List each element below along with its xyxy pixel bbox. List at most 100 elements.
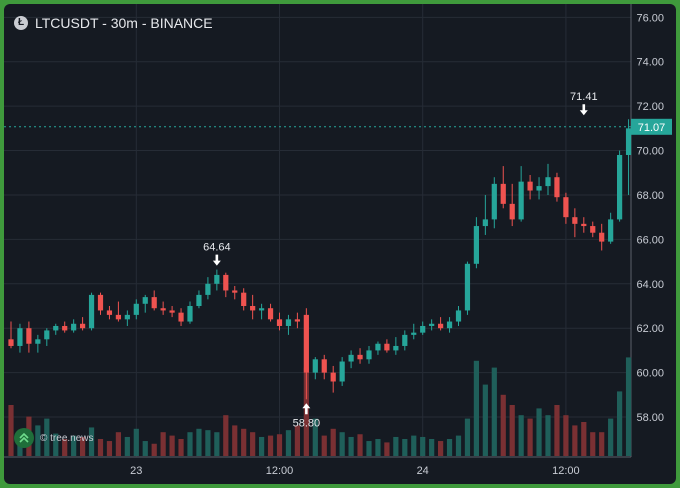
candle-body [294, 319, 300, 322]
candle-body [178, 312, 184, 322]
volume-bar [17, 441, 23, 456]
current-price-tag [631, 118, 672, 135]
volume-bar [142, 441, 148, 456]
candle-body [205, 283, 211, 295]
candle-body [348, 354, 354, 362]
candle-body [491, 183, 497, 220]
volume-bar [608, 418, 614, 456]
chart-frame: 58.00 60.00 62.00 64.00 66.00 68.00 70.00 72.00… [4, 4, 676, 484]
candle-body [232, 290, 238, 293]
y-tick-label: 64.00 [636, 279, 664, 291]
candle-body [62, 325, 68, 331]
candle-body [133, 303, 139, 315]
volume-bar [223, 415, 229, 456]
candle-body [259, 308, 265, 311]
volume-bar [214, 432, 220, 456]
x-tick-label: 24 [417, 465, 429, 477]
candle-body [482, 219, 488, 227]
volume-bar [62, 439, 68, 456]
candle-body [438, 323, 444, 329]
candle-body [312, 359, 318, 373]
candle-body [276, 319, 283, 326]
volume-bar [80, 436, 86, 456]
candle-body [8, 339, 14, 346]
volume-bar [339, 432, 345, 456]
volume-bar [545, 415, 551, 456]
volume-bar [250, 432, 256, 456]
volume-bar [491, 367, 497, 456]
volume-bar [205, 430, 211, 456]
volume-bar [53, 433, 59, 456]
volume-bar [438, 441, 444, 456]
volume-bar [527, 418, 533, 456]
candle-body [366, 350, 372, 360]
volume-bar [572, 425, 578, 456]
volume-bar [509, 405, 515, 456]
candle-body [80, 323, 86, 329]
volume-bar [357, 434, 363, 456]
candle-body [241, 292, 247, 306]
candle-body [151, 297, 157, 309]
y-tick-label: 58.00 [636, 412, 664, 424]
candle-body [339, 361, 345, 382]
candle-body [115, 314, 121, 320]
candle-body [196, 294, 202, 306]
volume-bar [366, 441, 372, 456]
candle-body [97, 294, 104, 311]
litecoin-icon: Ł [14, 16, 28, 30]
candle-body [160, 308, 166, 311]
watermark-text: © tree.news [40, 432, 94, 444]
candle-body [625, 128, 632, 155]
volume-bar [348, 436, 354, 456]
volume-bar [411, 435, 417, 456]
watermark: © tree.news [14, 428, 94, 448]
volume-bar [554, 405, 560, 456]
volume-bar [35, 425, 41, 456]
volume-bar [455, 435, 462, 456]
low-marker-label: 58.80 [293, 417, 321, 429]
candle-body [53, 325, 59, 331]
x-tick-label: 12:00 [552, 465, 580, 477]
y-tick-label: 74.00 [636, 57, 664, 69]
volume-bar [232, 425, 238, 456]
volume-bar [151, 443, 157, 456]
volume-bar [285, 430, 292, 456]
volume-bar [446, 439, 453, 456]
candle-body [500, 183, 506, 204]
candle-body [429, 323, 435, 326]
candle-body [608, 219, 614, 242]
high-marker-arrow-icon [579, 104, 588, 116]
volume-bar [44, 418, 50, 456]
candle-body [375, 343, 381, 351]
candle-body [142, 297, 148, 304]
volume-bar [375, 439, 381, 456]
candle-body [599, 232, 605, 242]
candle-body [420, 325, 426, 333]
high-marker-label: 64.64 [203, 242, 231, 254]
candle-body [187, 306, 193, 322]
candle-body [303, 314, 309, 373]
candle-body [71, 323, 77, 331]
candle-body [214, 274, 220, 284]
candle-body [393, 345, 399, 351]
candle-body [455, 310, 462, 322]
volume-bar [590, 432, 596, 456]
candle-body [411, 332, 417, 335]
volume-bar [276, 434, 283, 456]
volume-bar [473, 360, 479, 456]
volume-bar [196, 428, 202, 456]
chart-title-bar: Ł LTCUSDT - 30m - BINANCE [14, 15, 213, 31]
candle-body [44, 330, 50, 340]
high-marker-arrow-icon [212, 254, 221, 266]
volume-bar [420, 436, 426, 456]
y-tick-label: 60.00 [636, 368, 664, 380]
volume-bar [581, 422, 587, 456]
candle-body [617, 155, 623, 220]
candle-body [402, 334, 408, 346]
candle-body [572, 217, 578, 224]
y-tick-label: 68.00 [636, 190, 664, 202]
candle-body [223, 274, 229, 291]
volume-bar [330, 428, 336, 456]
candlestick-chart[interactable]: 58.00 60.00 62.00 64.00 66.00 68.00 70.00 72.00… [4, 4, 676, 484]
current-price-label: 71.07 [638, 122, 666, 134]
